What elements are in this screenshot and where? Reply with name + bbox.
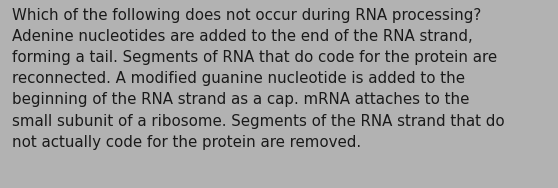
Text: Which of the following does not occur during RNA processing?
Adenine nucleotides: Which of the following does not occur du… — [12, 8, 505, 150]
